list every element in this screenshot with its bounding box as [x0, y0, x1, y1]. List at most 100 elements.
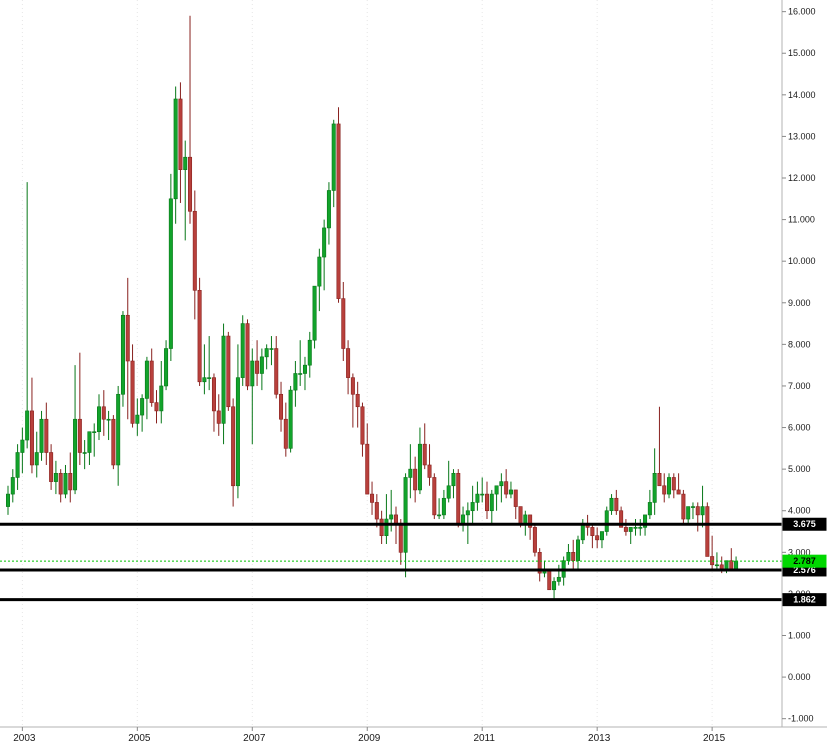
candle-up: [470, 502, 475, 512]
svg-text:2015: 2015: [703, 733, 726, 744]
candle-up: [556, 576, 561, 582]
candle-down: [595, 535, 600, 541]
candle-up: [173, 98, 178, 200]
candle-down: [547, 568, 552, 591]
svg-text:3.675: 3.675: [793, 519, 816, 529]
svg-text:15.000: 15.000: [788, 48, 816, 58]
candle-down: [671, 477, 676, 491]
svg-text:3.000: 3.000: [788, 547, 811, 557]
candle-down: [231, 406, 236, 487]
candle-up: [446, 485, 451, 499]
candle-up: [269, 348, 274, 350]
candle-up: [164, 348, 169, 387]
candle-down: [130, 360, 135, 424]
candle-up: [259, 356, 264, 374]
candle-up: [724, 560, 729, 570]
level-lines[interactable]: [0, 522, 782, 602]
candle-up: [331, 123, 336, 191]
candle-down: [77, 418, 82, 453]
candle-up: [159, 385, 164, 412]
svg-text:9.000: 9.000: [788, 298, 811, 308]
candle-up: [207, 377, 212, 379]
candle-up: [135, 414, 140, 424]
candle-down: [623, 527, 628, 532]
candle-down: [101, 406, 106, 420]
candle-down: [537, 552, 542, 574]
candle-down: [413, 468, 418, 491]
candle-up: [441, 497, 446, 516]
candle-down: [532, 527, 537, 553]
candle-down: [432, 477, 437, 516]
candle-down: [513, 489, 518, 507]
candle-down: [154, 402, 159, 412]
candle-up: [6, 493, 11, 507]
candle-down: [719, 564, 724, 570]
svg-text:7.000: 7.000: [788, 381, 811, 391]
candle-up: [475, 493, 480, 503]
candle-up: [652, 472, 657, 503]
candle-up: [647, 502, 652, 516]
candle-down: [427, 464, 432, 478]
candle-down: [346, 348, 351, 378]
svg-text:2.787: 2.787: [793, 556, 816, 566]
candle-down: [283, 418, 288, 449]
candle-down: [341, 298, 346, 349]
candle-up: [499, 481, 504, 487]
candle-up: [116, 393, 121, 466]
candle-up: [552, 581, 557, 591]
candle-down: [111, 418, 116, 466]
candle-up: [489, 493, 494, 512]
candle-up: [34, 452, 39, 466]
svg-text:-1.000: -1.000: [788, 714, 814, 724]
candle-up: [437, 514, 442, 517]
time-axis[interactable]: 2003 2005 2007 2009 2011 2013 2015: [0, 726, 827, 744]
candle-up: [25, 410, 30, 441]
candle-up: [250, 360, 255, 387]
candle-down: [44, 418, 49, 453]
candle-down: [370, 493, 375, 503]
candle-down: [336, 123, 341, 299]
candle-up: [235, 377, 240, 487]
svg-text:5.000: 5.000: [788, 464, 811, 474]
candle-down: [484, 493, 489, 512]
candle-up: [293, 373, 298, 391]
svg-text:6.000: 6.000: [788, 423, 811, 433]
candle-down: [226, 335, 231, 408]
candle-down: [29, 410, 34, 466]
candle-down: [398, 522, 403, 553]
candle-up: [288, 389, 293, 449]
candle-down: [149, 360, 154, 403]
candle-down: [197, 290, 202, 383]
candle-down: [58, 472, 63, 495]
candle-up: [480, 493, 485, 496]
candle-up: [39, 418, 44, 453]
candle-down: [518, 506, 523, 524]
candle-down: [49, 452, 54, 482]
candle-up: [599, 531, 604, 541]
candle-up: [384, 518, 389, 536]
svg-text:16.000: 16.000: [788, 7, 816, 17]
candle-down: [504, 481, 509, 495]
price-axis[interactable]: 16.000 15.000 14.000 13.000 12.000 11.000 10.0…: [781, 0, 816, 727]
svg-text:2009: 2009: [358, 733, 381, 744]
svg-text:11.000: 11.000: [788, 215, 815, 225]
candle-up: [523, 514, 528, 524]
candle-down: [365, 443, 370, 495]
candle-up: [686, 506, 691, 520]
svg-text:1.862: 1.862: [793, 595, 816, 605]
candle-up: [106, 418, 111, 421]
candle-up: [508, 489, 513, 495]
svg-text:2.576: 2.576: [793, 565, 816, 575]
candle-down: [705, 506, 710, 557]
candle-down: [393, 514, 398, 524]
svg-text:2011: 2011: [473, 733, 495, 744]
svg-text:2013: 2013: [588, 733, 611, 744]
candle-down: [422, 443, 427, 466]
candle-up: [168, 198, 173, 349]
candle-up: [326, 190, 331, 229]
candle-up: [302, 364, 307, 374]
candle-down: [614, 497, 619, 512]
